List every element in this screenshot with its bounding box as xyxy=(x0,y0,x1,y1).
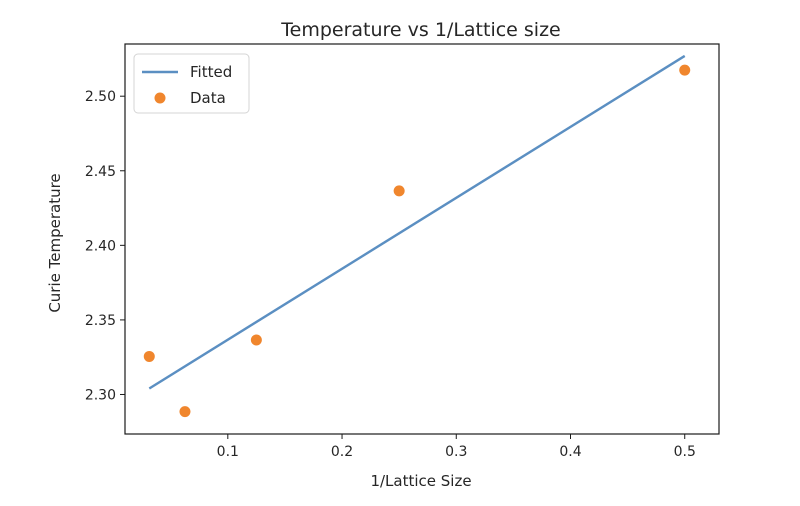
x-tick-label: 0.4 xyxy=(559,444,581,460)
chart-title: Temperature vs 1/Lattice size xyxy=(280,19,561,41)
x-tick-label: 0.5 xyxy=(674,444,696,460)
legend-data-swatch xyxy=(154,92,166,104)
data-point xyxy=(393,185,405,197)
y-tick-label: 2.50 xyxy=(85,89,116,105)
y-tick-label: 2.35 xyxy=(85,313,116,329)
y-tick-label: 2.30 xyxy=(85,387,116,403)
x-tick-label: 0.2 xyxy=(331,444,353,460)
plot-frame xyxy=(124,43,720,435)
y-tick-label: 2.40 xyxy=(85,238,116,254)
x-axis-ticks: 0.1 0.2 0.3 0.4 0.5 xyxy=(217,434,696,460)
data-point xyxy=(679,64,691,76)
x-tick-label: 0.1 xyxy=(217,444,239,460)
x-axis-label: 1/Lattice Size xyxy=(370,472,471,490)
series-layer xyxy=(143,54,691,418)
fitted-line xyxy=(148,54,686,390)
legend-data-label: Data xyxy=(190,89,226,107)
y-axis-label: Curie Temperature xyxy=(46,173,64,312)
y-axis-ticks: 2.30 2.35 2.40 2.45 2.50 xyxy=(85,89,125,403)
x-tick-label: 0.3 xyxy=(445,444,467,460)
legend-fitted-label: Fitted xyxy=(190,63,232,81)
y-tick-label: 2.45 xyxy=(85,164,116,180)
data-point xyxy=(143,350,155,362)
legend: Fitted Data xyxy=(133,53,250,114)
data-point xyxy=(250,334,262,346)
data-point xyxy=(179,406,191,418)
